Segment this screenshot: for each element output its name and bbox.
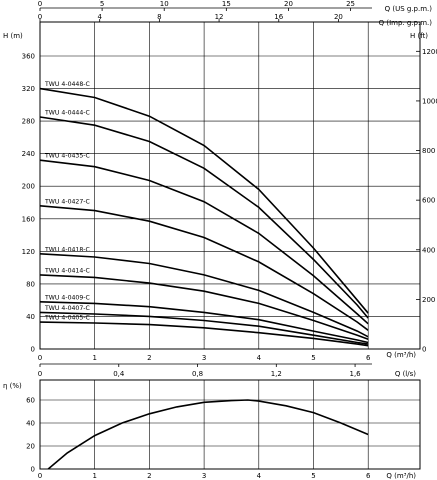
top-axis-imp-tick-label: 8 [157, 13, 161, 21]
top-axis-imp-tick-label: 4 [97, 13, 102, 21]
y-tick-label: 160 [22, 215, 35, 223]
eff-y-tick-label: 40 [26, 420, 35, 428]
eff-x-tick-label: 4 [257, 472, 262, 480]
pump-curve-line [39, 159, 369, 325]
pump-curve-line [39, 87, 369, 314]
eff-y-tick-label: 20 [26, 443, 35, 451]
top-axis-us-tick-label: 25 [346, 0, 355, 8]
pump-curve-line [39, 321, 369, 347]
x-tick-label: 4 [257, 354, 262, 362]
pump-curve-line [39, 274, 369, 340]
bottom-axis-ls-tick-label: 0 [38, 370, 42, 378]
head-chart: 0 1 2 3 4 5 6040801201602002402803203600200400… [3, 0, 437, 378]
top-axis-imp-tick-label: 12 [215, 13, 224, 21]
top-axis-us-tick-label: 5 [100, 0, 104, 8]
pump-curve-line [39, 116, 369, 319]
pump-curve-line [39, 253, 369, 338]
pump-curve-label: TWU 4-0407-C [44, 305, 90, 312]
x-axis-label: Q (m³/h) [386, 351, 416, 359]
y-tick-label: 0 [31, 346, 35, 354]
y-right-tick-label: 1200 [422, 48, 437, 56]
pump-curve-line [39, 205, 369, 331]
top-axis-us-label: Q (US g.p.m.) [385, 5, 433, 13]
eff-plot-frame [39, 379, 421, 470]
top-axis-us-tick-label: 20 [284, 0, 293, 8]
x-tick-label: 6 [366, 354, 371, 362]
pump-curve-line [39, 301, 369, 344]
efficiency-curve-line [46, 399, 369, 469]
pump-curve-label: TWU 4-0448-C [44, 81, 90, 88]
top-axis-imp-tick-label: 16 [274, 13, 283, 21]
pump-curve-label: TWU 4-0409-C [44, 294, 90, 301]
top-axis-us-tick-label: 10 [160, 0, 169, 8]
y-tick-label: 40 [26, 313, 35, 321]
top-axis-imp-label: Q (Imp. g.p.m.) [379, 19, 433, 27]
bottom-axis-ls-tick-label: 0,4 [113, 370, 125, 378]
top-axis-us-tick-label: 15 [222, 0, 231, 8]
x-tick-label: 0 [38, 354, 42, 362]
top-axis-imp-tick-label: 20 [334, 13, 343, 21]
eff-x-tick-label: 5 [311, 472, 315, 480]
x-tick-label: 5 [311, 354, 315, 362]
y-right-axis-label: H (ft) [410, 32, 428, 40]
bottom-axis-ls-tick-label: 1,2 [271, 370, 282, 378]
eff-y-tick-label: 60 [26, 397, 35, 405]
eff-x-tick-label: 6 [366, 472, 371, 480]
pump-curve-label: TWU 4-0444-C [44, 110, 90, 117]
eff-x-axis-label: Q (m³/h) [386, 472, 416, 480]
pump-curve-label: TWU 4-0418-C [44, 246, 90, 253]
pump-curve-label: TWU 4-0405-C [44, 315, 90, 322]
x-tick-label: 2 [147, 354, 151, 362]
bottom-axis-ls-tick-label: 0,8 [192, 370, 203, 378]
eff-x-tick-label: 2 [147, 472, 151, 480]
y-axis-label: H (m) [3, 32, 23, 40]
bottom-axis-ls-label: Q (l/s) [395, 370, 416, 378]
eff-x-tick-label: 1 [92, 472, 96, 480]
y-tick-label: 320 [22, 85, 35, 93]
eff-y-axis-label: η (%) [3, 382, 22, 390]
x-tick-label: 3 [202, 354, 206, 362]
y-tick-label: 360 [22, 53, 35, 61]
eff-x-tick-label: 3 [202, 472, 206, 480]
pump-curve-label: TWU 4-0427-C [44, 198, 90, 205]
pump-curve-line [39, 311, 369, 345]
y-right-tick-label: 600 [422, 197, 435, 205]
y-right-tick-label: 200 [422, 296, 435, 304]
bottom-axis-ls-tick-label: 1,6 [350, 370, 362, 378]
top-axis-imp-tick-label: 0 [38, 13, 42, 21]
plot-frame [39, 21, 421, 350]
y-tick-label: 80 [26, 280, 35, 288]
y-right-tick-label: 0 [422, 346, 426, 354]
y-tick-label: 280 [22, 118, 35, 126]
pump-curve-label: TWU 4-0435-C [44, 153, 90, 160]
y-tick-label: 120 [22, 248, 35, 256]
eff-x-tick-label: 0 [38, 472, 42, 480]
x-tick-label: 1 [92, 354, 96, 362]
eff-y-tick-label: 0 [31, 466, 35, 474]
y-right-tick-label: 800 [422, 147, 435, 155]
pump-curve-label: TWU 4-0414-C [44, 267, 90, 274]
y-tick-label: 240 [22, 150, 35, 158]
y-tick-label: 200 [22, 183, 35, 191]
y-right-tick-label: 1000 [422, 97, 437, 105]
y-right-tick-label: 400 [422, 246, 435, 254]
top-axis-us-tick-label: 0 [38, 0, 42, 8]
